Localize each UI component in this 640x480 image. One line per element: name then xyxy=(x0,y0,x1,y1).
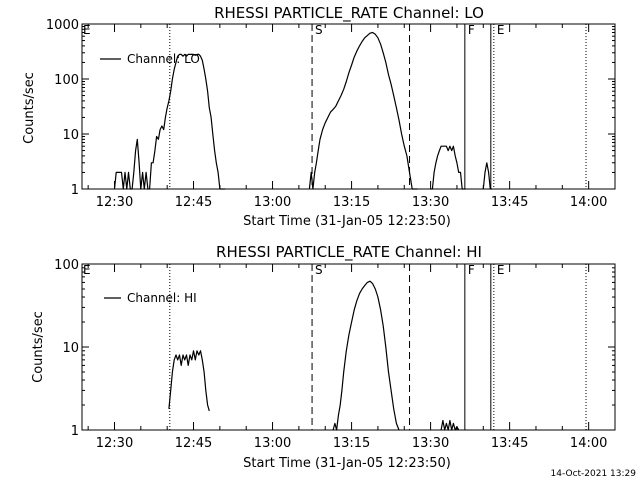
x-tick-label: 14:00 xyxy=(570,436,607,451)
series-line-0-segment-2 xyxy=(440,419,460,431)
x-tick-label: 13:15 xyxy=(333,195,370,210)
series-line-0-segment-1 xyxy=(332,280,400,431)
y-axis-label: Counts/sec xyxy=(22,72,37,144)
marker-label-5: E xyxy=(497,23,505,37)
x-axis-label: Start Time (31-Jan-05 12:23:50) xyxy=(243,214,451,229)
marker-label-5: E xyxy=(497,263,505,277)
legend: Channel: HI xyxy=(104,291,197,305)
marker-label-0: E xyxy=(83,23,91,37)
chart-title: RHESSI PARTICLE_RATE Channel: LO xyxy=(214,4,484,23)
series-line-0-segment-1 xyxy=(308,31,418,190)
plot-area xyxy=(81,263,616,431)
y-tick-label: 1 xyxy=(71,424,79,439)
x-axis-label: Start Time (31-Jan-05 12:23:50) xyxy=(243,456,451,471)
x-tick-label: 14:00 xyxy=(570,195,607,210)
x-tick-label: 13:30 xyxy=(412,195,449,210)
x-ticks: 12:30 12:45 13:00 13:15 13:30 13:45 14:00 xyxy=(87,264,616,451)
panel-hi: RHESSI PARTICLE_RATE Channel: HI Counts/… xyxy=(31,243,616,471)
y-axis-label: Counts/sec xyxy=(31,311,46,383)
series-line-0-segment-3 xyxy=(482,162,493,190)
y-tick-label: 1 xyxy=(71,183,79,198)
panel-lo: RHESSI PARTICLE_RATE Channel: LO Counts/… xyxy=(22,4,616,229)
legend-label: Channel: LO xyxy=(127,52,200,66)
marker-label-2: S xyxy=(315,23,323,37)
x-tick-label: 13:45 xyxy=(491,195,528,210)
data-series xyxy=(113,31,493,190)
x-tick-label: 12:45 xyxy=(175,195,212,210)
legend: Channel: LO xyxy=(100,52,200,66)
y-tick-label: 10 xyxy=(62,128,79,143)
marker-label-4: F xyxy=(468,263,475,277)
series-line-0-segment-0 xyxy=(168,350,210,412)
timestamp: 14-Oct-2021 13:29 xyxy=(551,469,637,479)
x-tick-label: 12:30 xyxy=(96,195,133,210)
y-ticks: 1 10 100 1000 xyxy=(46,18,615,198)
legend-label: Channel: HI xyxy=(127,291,197,305)
marker-label-0: E xyxy=(83,263,91,277)
series-line-0-segment-0 xyxy=(113,53,226,190)
x-tick-label: 13:15 xyxy=(333,436,370,451)
chart-title: RHESSI PARTICLE_RATE Channel: HI xyxy=(216,243,482,262)
y-tick-label: 10 xyxy=(62,341,79,356)
y-tick-label: 1000 xyxy=(46,18,79,33)
x-tick-label: 12:45 xyxy=(175,436,212,451)
marker-label-4: F xyxy=(468,23,475,37)
plot-area xyxy=(81,23,616,190)
x-tick-label: 13:30 xyxy=(412,436,449,451)
x-tick-label: 13:45 xyxy=(491,436,528,451)
x-tick-label: 13:00 xyxy=(254,195,291,210)
x-tick-label: 12:30 xyxy=(96,436,133,451)
y-tick-label: 100 xyxy=(54,258,79,273)
y-tick-label: 100 xyxy=(54,73,79,88)
series-line-0-segment-2 xyxy=(430,145,466,190)
data-series xyxy=(168,280,460,431)
x-tick-label: 13:00 xyxy=(254,436,291,451)
y-ticks: 1 10 100 xyxy=(54,258,615,439)
x-ticks: 12:30 12:45 13:00 13:15 13:30 13:45 14:00 xyxy=(87,24,616,210)
marker-label-2: S xyxy=(315,263,323,277)
